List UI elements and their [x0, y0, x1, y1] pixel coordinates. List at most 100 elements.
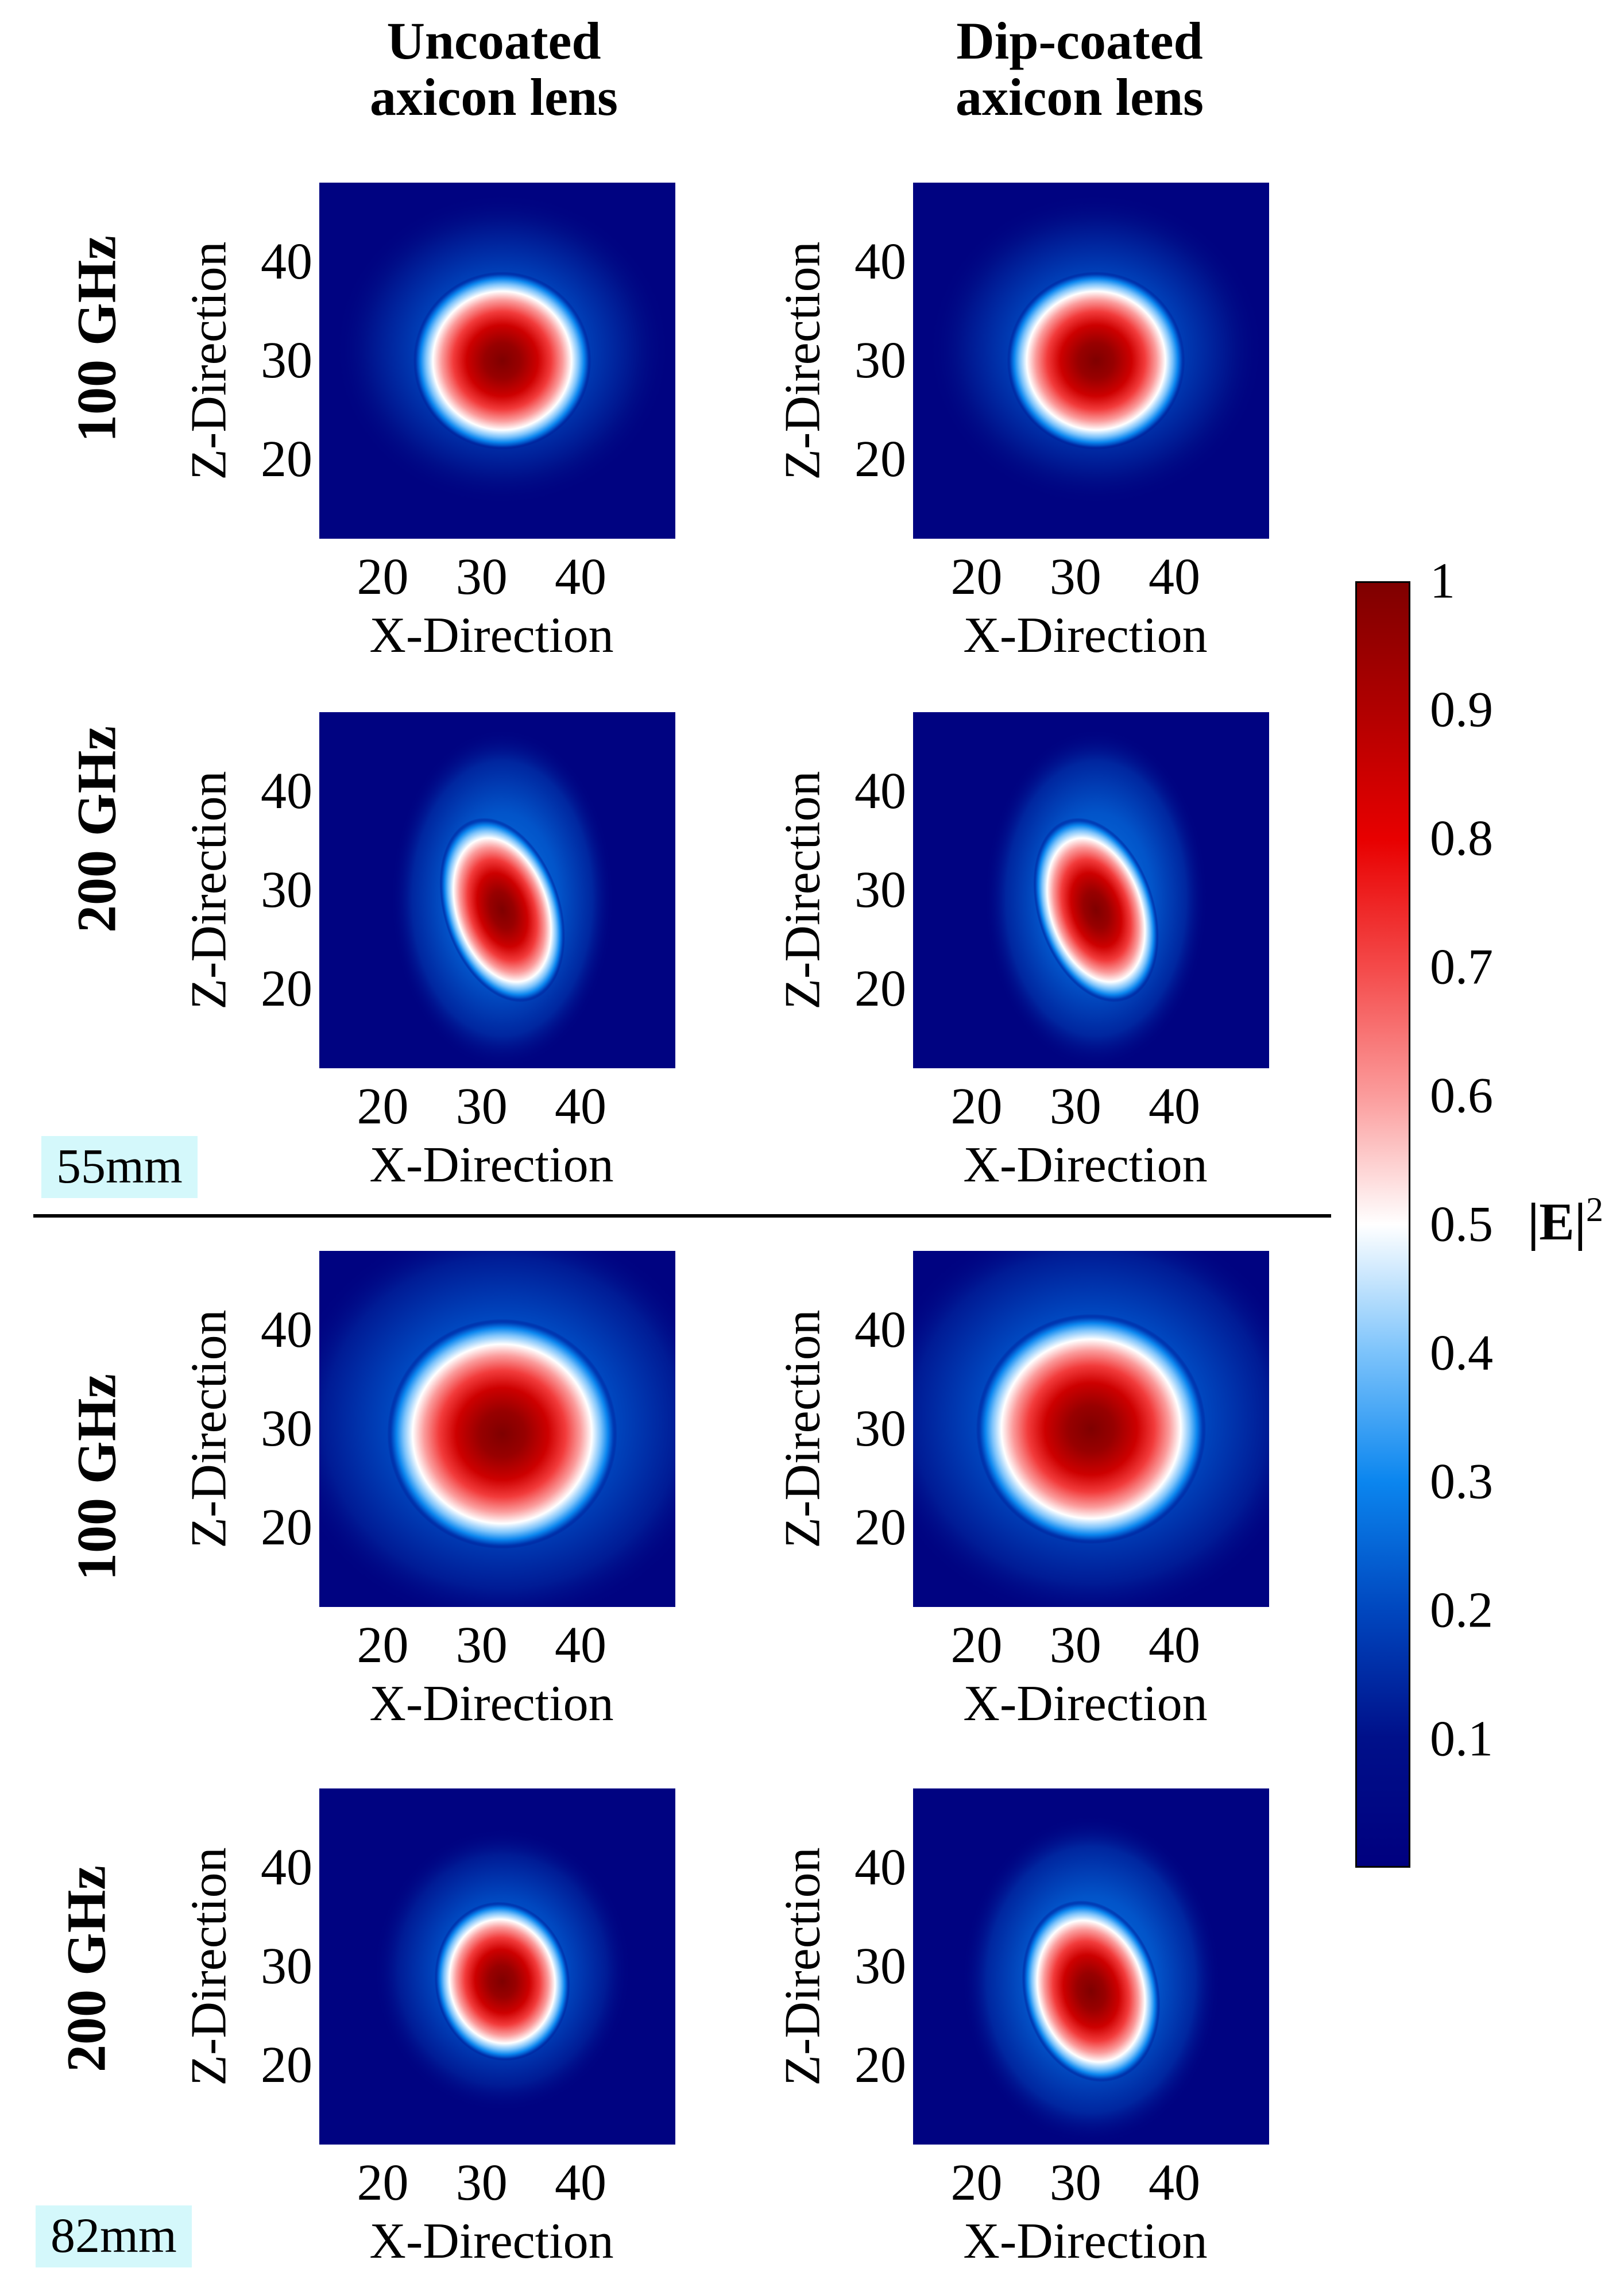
- x-tick-label: 40: [555, 1617, 606, 1674]
- field-heatmap: [319, 183, 675, 539]
- x-axis-label: X-Direction: [369, 1137, 614, 1193]
- x-tick-label: 20: [357, 1078, 409, 1135]
- x-tick-label: 20: [950, 1078, 1003, 1135]
- y-tick-label: 20: [854, 1499, 906, 1556]
- y-tick-label: 40: [261, 1838, 312, 1896]
- x-tick-label: 30: [1049, 548, 1101, 605]
- x-tick-label: 40: [1149, 1078, 1200, 1135]
- group-divider: [33, 1214, 1331, 1218]
- row-label-100ghz-55mm: 100 GHz: [65, 235, 127, 442]
- field-spot: [434, 1902, 570, 2061]
- row-label-200ghz-82mm: 200 GHz: [55, 1865, 117, 2072]
- field-spot: [413, 272, 591, 450]
- row-label-100ghz-82mm: 100 GHz: [65, 1374, 127, 1581]
- y-tick-label: 30: [854, 861, 906, 918]
- column-header-line: axicon lens: [370, 68, 618, 126]
- column-header-line: Uncoated: [386, 11, 601, 70]
- field-heatmap: [319, 1251, 675, 1607]
- x-tick-label: 20: [357, 548, 409, 605]
- field-spot: [1022, 1900, 1161, 2083]
- heatmap-svg: [319, 1251, 675, 1607]
- colorbar-tick-label: 0.2: [1430, 1582, 1493, 1639]
- y-tick-label: 20: [854, 431, 906, 488]
- x-tick-label: 20: [357, 2154, 409, 2211]
- y-tick-label: 30: [854, 1400, 906, 1457]
- y-tick-label: 40: [261, 762, 312, 820]
- y-tick-label: 30: [261, 861, 312, 918]
- heatmap-svg: [913, 183, 1269, 539]
- field-heatmap: [913, 712, 1269, 1068]
- y-tick-label: 20: [854, 960, 906, 1018]
- field-spot: [976, 1313, 1207, 1544]
- colorbar-tick-label: 0.9: [1430, 682, 1493, 738]
- y-axis-label: Z-Direction: [181, 1847, 237, 2086]
- y-tick-label: 30: [261, 1400, 312, 1457]
- x-tick-label: 30: [455, 1617, 508, 1674]
- x-tick-label: 40: [555, 2154, 606, 2211]
- y-tick-label: 20: [854, 2037, 906, 2094]
- x-tick-label: 20: [950, 1617, 1003, 1674]
- field-spot: [387, 1319, 617, 1549]
- colorbar-tick-label: 1: [1430, 553, 1455, 609]
- y-tick-label: 20: [261, 960, 312, 1018]
- colorbar-tick-label: 0.6: [1430, 1068, 1493, 1124]
- y-tick-label: 20: [261, 431, 312, 488]
- heatmap-svg: [913, 1788, 1269, 2145]
- x-tick-label: 30: [1049, 1617, 1101, 1674]
- y-tick-label: 40: [854, 233, 906, 290]
- colorbar-tick-label: 0.5: [1430, 1196, 1493, 1253]
- colorbar-tick-label: 0.1: [1430, 1711, 1493, 1767]
- y-axis-label: Z-Direction: [775, 771, 831, 1010]
- x-tick-label: 30: [1049, 2154, 1101, 2211]
- heatmap-svg: [319, 1788, 675, 2145]
- x-axis-label: X-Direction: [963, 1137, 1208, 1193]
- x-tick-label: 20: [950, 2154, 1003, 2211]
- field-heatmap: [913, 1788, 1269, 2145]
- heatmap-svg: [319, 712, 675, 1068]
- x-tick-label: 40: [555, 1078, 606, 1135]
- y-axis-label: Z-Direction: [181, 1309, 237, 1548]
- x-tick-label: 40: [1149, 2154, 1200, 2211]
- field-spot: [1007, 272, 1185, 450]
- field-heatmap: [913, 1251, 1269, 1607]
- field-heatmap: [319, 1788, 675, 2145]
- colorbar-tick-label: 0.8: [1430, 810, 1493, 867]
- column-header-line: Dip-coated: [956, 11, 1203, 70]
- y-tick-label: 30: [261, 1938, 312, 1995]
- y-tick-label: 20: [261, 1499, 312, 1556]
- row-label-200ghz-55mm: 200 GHz: [65, 726, 127, 933]
- y-axis-label: Z-Direction: [181, 241, 237, 480]
- field-spot: [439, 817, 565, 1002]
- y-tick-label: 30: [854, 1938, 906, 1995]
- column-header-uncoated: Uncoated axicon lens: [276, 13, 712, 125]
- x-axis-label: X-Direction: [369, 1676, 614, 1732]
- y-tick-label: 40: [854, 1301, 906, 1358]
- colorbar: [1355, 581, 1410, 1868]
- x-axis-label: X-Direction: [963, 608, 1208, 663]
- field-spot: [1033, 817, 1159, 1002]
- y-tick-label: 20: [261, 2037, 312, 2094]
- colorbar-label-superscript: 2: [1586, 1191, 1603, 1229]
- y-axis-label: Z-Direction: [775, 1847, 831, 2086]
- x-axis-label: X-Direction: [963, 1676, 1208, 1732]
- x-tick-label: 20: [950, 548, 1003, 605]
- x-tick-label: 20: [357, 1617, 409, 1674]
- y-tick-label: 40: [854, 1838, 906, 1896]
- x-axis-label: X-Direction: [369, 608, 614, 663]
- y-axis-label: Z-Direction: [775, 241, 831, 480]
- y-axis-label: Z-Direction: [775, 1309, 831, 1548]
- column-header-line: axicon lens: [956, 68, 1204, 126]
- x-tick-label: 40: [1149, 1617, 1200, 1674]
- x-axis-label: X-Direction: [369, 2213, 614, 2269]
- y-tick-label: 40: [261, 233, 312, 290]
- y-axis-label: Z-Direction: [181, 771, 237, 1010]
- colorbar-label-text: |E|: [1528, 1192, 1586, 1251]
- distance-label-82mm: 82mm: [36, 2205, 192, 2267]
- field-heatmap: [913, 183, 1269, 539]
- y-tick-label: 40: [261, 1301, 312, 1358]
- x-tick-label: 40: [555, 548, 606, 605]
- heatmap-svg: [319, 183, 675, 539]
- y-tick-label: 30: [261, 332, 312, 389]
- y-tick-label: 30: [854, 332, 906, 389]
